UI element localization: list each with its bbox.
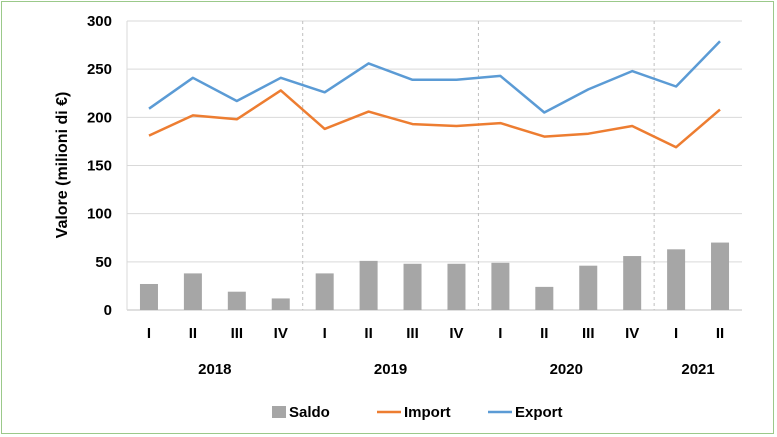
saldo-bar [315, 273, 334, 310]
saldo-bar [711, 242, 730, 310]
gridlines [126, 20, 742, 311]
year-label: 2021 [681, 361, 714, 378]
saldo-bar [359, 260, 378, 310]
x-tick-label: II [364, 325, 372, 342]
y-tick-labels: 0 50 100 150 200 250 300 [87, 13, 112, 319]
y-tick-label: 150 [87, 158, 112, 175]
x-tick-label: II [540, 325, 548, 342]
saldo-bar [403, 263, 422, 310]
x-tick-label: IV [274, 325, 288, 342]
legend-label: Export [515, 404, 563, 421]
year-label: 2019 [374, 361, 407, 378]
import-line [148, 89, 721, 149]
saldo-bar [139, 283, 158, 310]
y-tick-label: 250 [87, 61, 112, 78]
x-tick-label: I [323, 325, 327, 342]
x-tick-labels: I II III IV I II III IV I II III IV I II [147, 325, 724, 342]
legend-swatch-saldo [272, 406, 286, 418]
saldo-bar [667, 249, 686, 310]
export-line [148, 40, 721, 114]
x-tick-label: III [582, 325, 595, 342]
x-tick-label: I [674, 325, 678, 342]
x-tick-label: I [498, 325, 502, 342]
legend: Saldo Import Export [272, 404, 563, 421]
saldo-bar [271, 298, 290, 310]
year-labels: 2018 2019 2020 2021 [198, 361, 715, 378]
legend-label: Import [404, 404, 451, 421]
year-label: 2020 [550, 361, 583, 378]
saldo-bar [227, 291, 246, 310]
saldo-bar [183, 273, 202, 310]
x-tick-label: IV [449, 325, 463, 342]
saldo-bar [623, 256, 642, 310]
y-tick-label: 300 [87, 13, 112, 30]
x-tick-label: III [231, 325, 244, 342]
saldo-bar [491, 262, 510, 310]
x-tick-label: II [716, 325, 724, 342]
y-axis-label: Valore (milioni di €) [54, 92, 71, 239]
series-lines [148, 40, 721, 149]
x-tick-label: III [406, 325, 419, 342]
legend-label: Saldo [289, 404, 330, 421]
saldo-bar [447, 263, 466, 310]
year-separators [302, 21, 655, 310]
saldo-bars [139, 242, 730, 310]
saldo-bar [535, 286, 554, 310]
y-tick-label: 50 [95, 254, 112, 271]
x-tick-label: IV [625, 325, 639, 342]
y-tick-label: 200 [87, 109, 112, 126]
y-tick-label: 100 [87, 206, 112, 223]
year-label: 2018 [198, 361, 231, 378]
saldo-bar [579, 265, 598, 310]
x-tick-label: II [189, 325, 197, 342]
x-tick-label: I [147, 325, 151, 342]
y-tick-label: 0 [104, 302, 112, 319]
